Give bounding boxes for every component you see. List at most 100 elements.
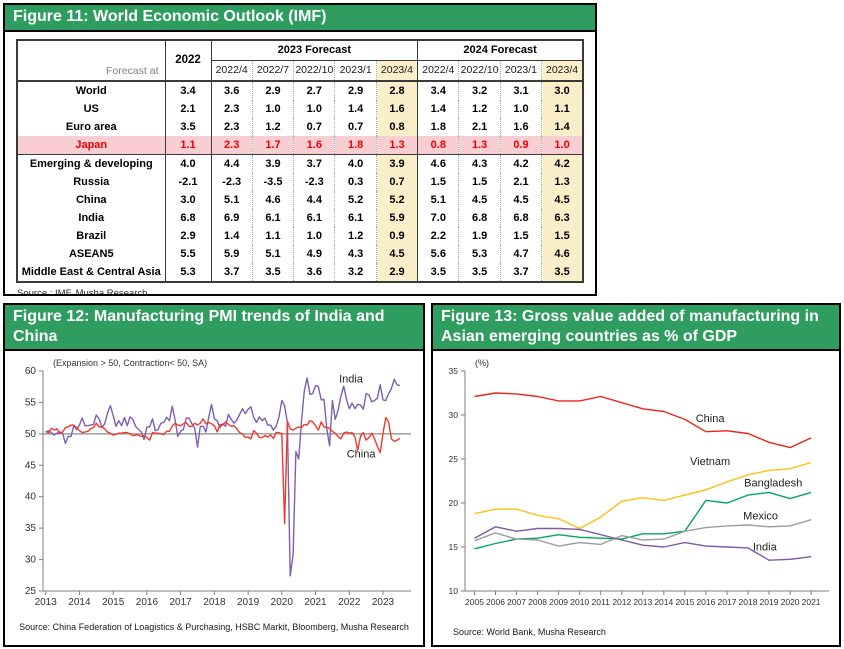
svg-text:10: 10 <box>449 586 459 596</box>
gva-chart-area: 10 15 20 25 30 35 2005 2006 2007 2008 2009 2010 2011… <box>433 351 839 637</box>
table-row-us: US 2.1 2.3 1.0 1.0 1.4 1.6 1.4 1.2 1.0 1.1 <box>17 99 583 118</box>
value-cell: 0.8 <box>375 117 418 136</box>
svg-text:2015: 2015 <box>102 597 125 608</box>
table-row-world: World 3.4 3.6 2.9 2.7 2.9 2.8 3.4 3.2 3.1 3.0 <box>17 80 583 100</box>
value-cell: 4.0 <box>164 153 211 173</box>
value-cell: 4.4 <box>293 190 335 209</box>
value-cell: -2.1 <box>164 172 211 191</box>
value-cell: 2.1 <box>458 117 501 136</box>
svg-text:30: 30 <box>25 555 37 566</box>
value-cell: -2.3 <box>293 172 335 191</box>
value-cell: 1.4 <box>417 99 459 118</box>
value-cell: 2.9 <box>164 226 211 245</box>
series-label-bangladesh: Bangladesh <box>744 477 802 489</box>
row-label: ASEAN5 <box>68 247 114 260</box>
series-vietnam <box>474 461 812 530</box>
value-cell: 6.8 <box>499 208 542 227</box>
value-cell: 3.2 <box>458 80 501 100</box>
value-cell: 1.1 <box>541 99 583 118</box>
value-cell: 6.1 <box>293 208 335 227</box>
value-cell: 3.4 <box>417 80 459 100</box>
row-label: Middle East & Central Asia <box>21 265 161 278</box>
axis-note: (Expansion > 50, Contraction< 50, SA) <box>53 358 207 368</box>
value-cell: 4.7 <box>499 244 542 263</box>
value-cell: 4.5 <box>499 190 542 209</box>
svg-text:2008: 2008 <box>528 597 547 607</box>
value-cell: 1.6 <box>293 135 335 155</box>
value-cell: 0.9 <box>499 135 542 155</box>
value-cell: 1.0 <box>251 99 294 118</box>
value-cell: 1.0 <box>541 135 583 155</box>
forecast-table: Forecast at 2022 2023 Forecast 2024 Forecas… <box>16 38 584 283</box>
series-bangladesh <box>474 491 812 550</box>
value-cell: 1.1 <box>164 135 211 155</box>
figure12-panel: Figure 12: Manufacturing PMI trends of I… <box>3 303 425 647</box>
svg-text:45: 45 <box>25 460 37 471</box>
value-cell: 2.3 <box>210 117 253 136</box>
value-cell: 4.4 <box>210 153 253 173</box>
series-india <box>45 377 401 577</box>
svg-text:25: 25 <box>449 454 459 464</box>
group-header: 2023 Forecast <box>210 39 418 61</box>
value-cell: 4.5 <box>541 190 583 209</box>
value-cell: 3.5 <box>458 262 501 282</box>
value-cell: 3.0 <box>164 190 211 209</box>
value-cell: -3.5 <box>251 172 294 191</box>
value-cell: 2.1 <box>164 99 211 118</box>
svg-text:2023: 2023 <box>372 597 395 608</box>
row-label: India <box>78 211 105 224</box>
value-cell: 1.5 <box>499 226 542 245</box>
value-cell: 1.5 <box>417 172 459 191</box>
value-cell: 4.6 <box>417 153 459 173</box>
table-row-euro-area: Euro area 3.5 2.3 1.2 0.7 0.7 0.8 1.8 2.1 1.6 1.4 <box>17 117 583 136</box>
value-cell: 3.6 <box>210 80 253 100</box>
svg-text:30: 30 <box>449 410 459 420</box>
svg-text:35: 35 <box>25 523 37 534</box>
value-cell: 3.2 <box>334 262 377 282</box>
figure12-title: Figure 12: Manufacturing PMI trends of I… <box>5 305 423 352</box>
value-cell: 1.8 <box>417 117 459 136</box>
table-row-brazil: Brazil 2.9 1.4 1.1 1.0 1.2 0.9 2.2 1.9 1.5 1.5 <box>17 226 583 245</box>
svg-text:2018: 2018 <box>203 597 226 608</box>
forecast-table-header: Forecast at 2022 2023 Forecast 2024 Forecas… <box>17 39 583 82</box>
table-row-russia: Russia -2.1 -2.3 -3.5 -2.3 0.3 0.7 1.5 1.5 2.1 1.3 <box>17 172 583 191</box>
value-cell: 5.3 <box>458 244 501 263</box>
value-cell: 1.6 <box>499 117 542 136</box>
value-cell: 2.1 <box>499 172 542 191</box>
value-cell: 3.9 <box>375 153 418 173</box>
row-label: China <box>75 193 107 206</box>
value-cell: 5.9 <box>375 208 418 227</box>
svg-text:2007: 2007 <box>507 597 526 607</box>
series-label-china: China <box>347 449 377 461</box>
svg-text:2019: 2019 <box>760 597 779 607</box>
svg-text:2021: 2021 <box>304 597 327 608</box>
value-cell: 5.2 <box>375 190 418 209</box>
svg-text:2018: 2018 <box>739 597 758 607</box>
value-cell: 5.2 <box>334 190 377 209</box>
value-cell: 2.3 <box>210 99 253 118</box>
svg-text:50: 50 <box>25 429 37 440</box>
value-cell: 1.9 <box>458 226 501 245</box>
svg-text:2016: 2016 <box>696 597 715 607</box>
value-cell: 2.2 <box>417 226 459 245</box>
value-cell: 3.5 <box>417 262 459 282</box>
value-cell: 6.9 <box>210 208 253 227</box>
series-label-india: India <box>339 373 364 385</box>
svg-text:60: 60 <box>25 366 37 377</box>
svg-text:40: 40 <box>25 492 37 503</box>
pmi-chart-area: 25 30 35 40 45 50 55 60 2013 2014 2015 2016 2017 2018… <box>5 351 423 632</box>
value-cell: 1.4 <box>541 117 583 136</box>
figure11-content: Forecast at 2022 2023 Forecast 2024 Forecas… <box>5 32 595 294</box>
series-china <box>45 416 401 525</box>
table-row-japan: Japan 1.1 2.3 1.7 1.6 1.8 1.3 0.8 1.3 0.9 1.0 <box>17 135 583 155</box>
svg-text:2005: 2005 <box>465 597 484 607</box>
pmi-line-chart: 25 30 35 40 45 50 55 60 2013 2014 2015 2016 2017 2018… <box>25 358 411 608</box>
axis-note: (%) <box>475 358 489 368</box>
svg-text:2017: 2017 <box>169 597 192 608</box>
value-cell: 1.4 <box>210 226 253 245</box>
value-cell: 1.4 <box>334 99 377 118</box>
value-cell: 5.1 <box>210 190 253 209</box>
row-label: US <box>83 102 99 115</box>
value-cell: 1.0 <box>293 99 335 118</box>
